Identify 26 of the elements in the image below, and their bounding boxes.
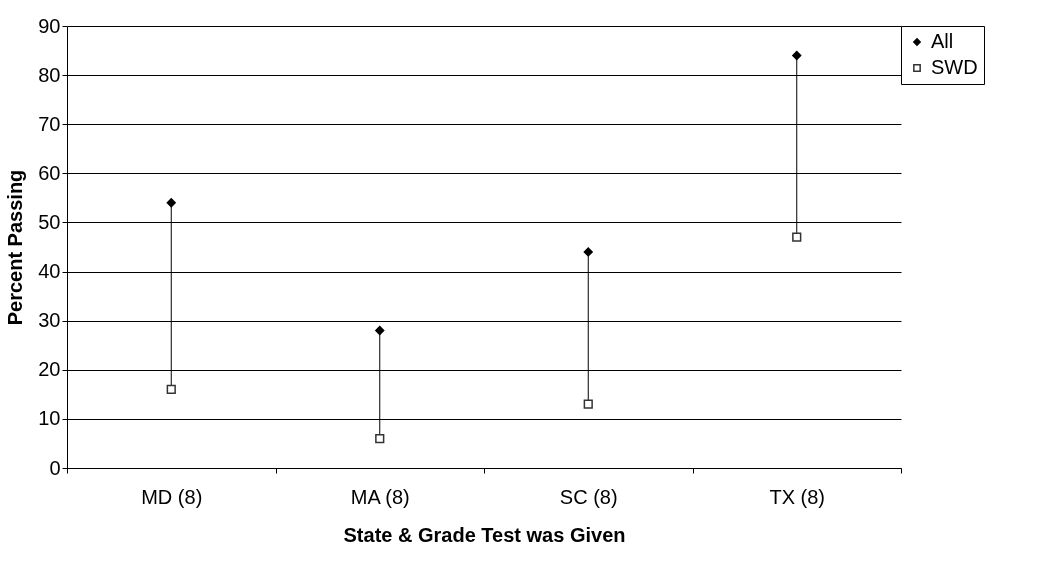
x-tick-label: MA (8) [350,485,410,508]
point [583,399,593,409]
y-tick-label: 90 [38,14,61,37]
x-tick-label: SC (8) [559,485,618,508]
y-axis-title: Percent Passing [4,169,27,326]
x-tick-label: TX (8) [769,485,826,508]
y-tick-label: 30 [38,309,61,332]
y-tick-label: 40 [38,260,61,283]
legend-label: SWD [931,56,978,78]
point [583,247,593,257]
y-tick-label: 50 [38,210,61,233]
point [166,384,176,395]
point [166,198,176,208]
y-tick-label: 60 [38,161,61,184]
y-tick-label: 10 [38,407,61,430]
x-tick-label: MD (8) [141,485,203,508]
y-tick-label: 70 [38,112,61,135]
point [792,232,802,242]
y-tick-label: 0 [49,456,61,479]
y-tick-label: 80 [38,63,61,86]
point [375,325,385,336]
y-tick-label: 20 [38,358,61,381]
legend-label: All [931,30,954,52]
point [792,50,802,61]
point [375,433,385,444]
x-axis-title: State & Grade Test was Given [343,523,626,546]
